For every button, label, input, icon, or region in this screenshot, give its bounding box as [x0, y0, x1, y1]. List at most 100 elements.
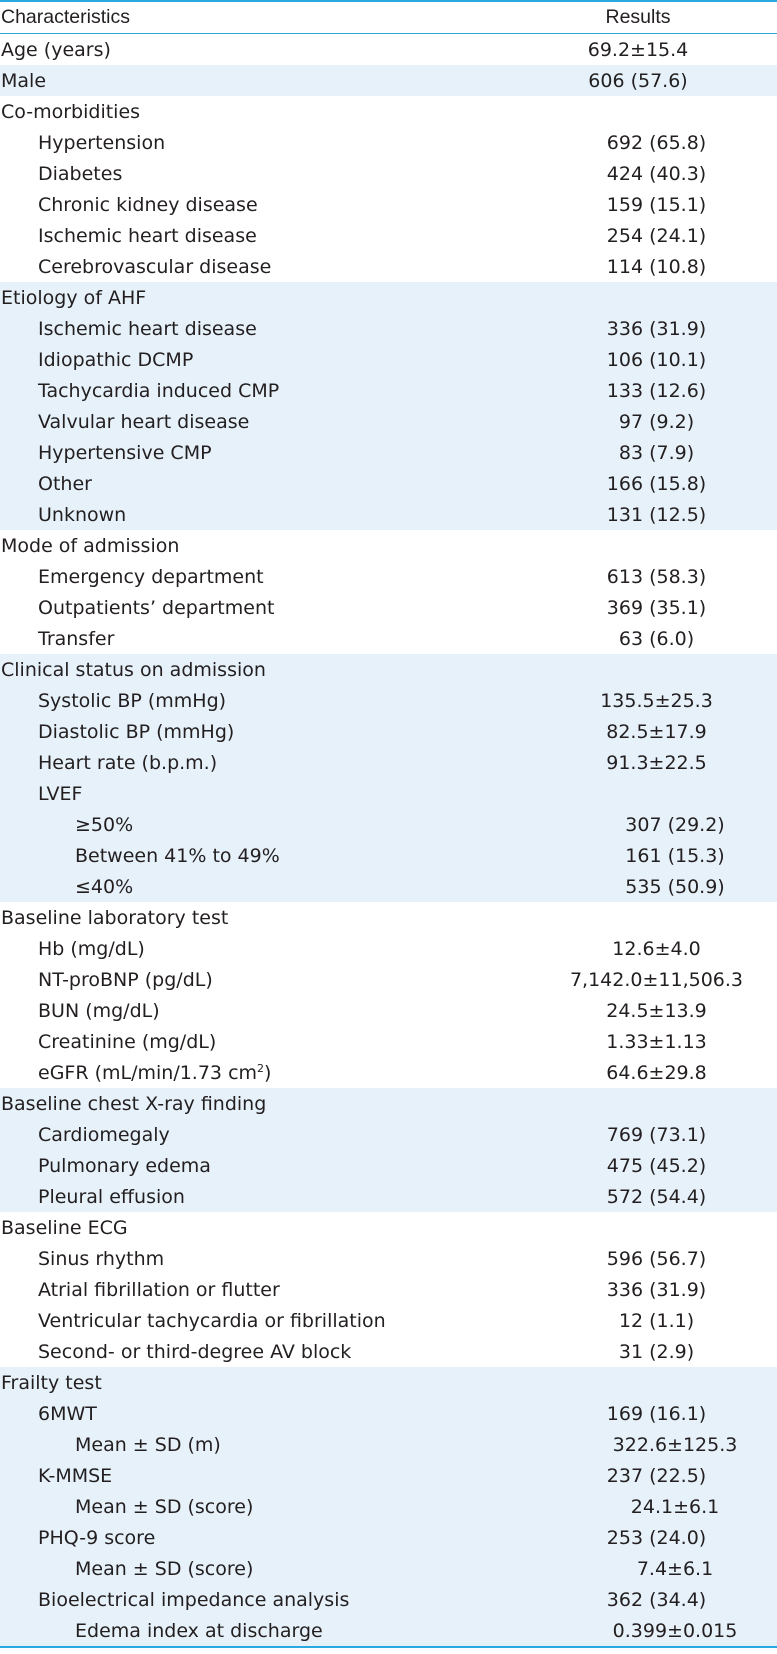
row-label: Mean ± SD (score)	[75, 1495, 254, 1518]
row-label: Ischemic heart disease	[38, 317, 257, 340]
table-row: LVEF	[0, 778, 777, 809]
row-label: Outpatients’ department	[38, 596, 275, 619]
row-value: 131 (12.5)	[606, 503, 707, 526]
row-label: Hypertension	[38, 131, 166, 154]
row-label: Diastolic BP (mmHg)	[38, 720, 235, 743]
table-row: Cardiomegaly 769 (73.1)	[0, 1119, 777, 1150]
row-label: K-MMSE	[38, 1464, 113, 1487]
header-characteristics: Characteristics	[1, 6, 130, 28]
row-label: LVEF	[38, 782, 83, 805]
row-label: Hypertensive CMP	[38, 441, 212, 464]
row-label: ≥50%	[75, 813, 134, 836]
table-row: ≤40% 535 (50.9)	[0, 871, 777, 902]
row-value: 166 (15.8)	[606, 472, 707, 495]
row-label: Sinus rhythm	[38, 1247, 165, 1270]
row-label: Chronic kidney disease	[38, 193, 258, 216]
table-row: Diabetes 424 (40.3)	[0, 158, 777, 189]
row-value: 159 (15.1)	[606, 193, 707, 216]
row-value: 64.6±29.8	[606, 1061, 707, 1084]
section-header-row: Baseline ECG	[0, 1212, 777, 1243]
table-row: Creatinine (mg/dL) 1.33±1.13	[0, 1026, 777, 1057]
row-value: 63 (6.0)	[618, 627, 695, 650]
row-label: Cerebrovascular disease	[38, 255, 272, 278]
row-label: BUN (mg/dL)	[38, 999, 160, 1022]
table-row: K-MMSE 237 (22.5)	[0, 1460, 777, 1491]
section-header-row: Clinical status on admission	[0, 654, 777, 685]
row-value: 596 (56.7)	[606, 1247, 707, 1270]
row-label: Clinical status on admission	[1, 658, 266, 681]
row-label: Ventricular tachycardia or fibrillation	[38, 1309, 386, 1332]
row-value: 7.4±6.1	[636, 1557, 714, 1580]
row-value: 769 (73.1)	[606, 1123, 707, 1146]
table-row: Chronic kidney disease 159 (15.1)	[0, 189, 777, 220]
row-label: Baseline laboratory test	[1, 906, 229, 929]
row-value: 106 (10.1)	[606, 348, 707, 371]
row-value: 475 (45.2)	[606, 1154, 707, 1177]
row-value: 82.5±17.9	[606, 720, 707, 743]
row-label: Etiology of AHF	[1, 286, 147, 309]
row-label: Edema index at discharge	[75, 1619, 323, 1642]
row-value: 1.33±1.13	[606, 1030, 707, 1053]
table-row: 6MWT 169 (16.1)	[0, 1398, 777, 1429]
row-value: 24.5±13.9	[606, 999, 707, 1022]
table-row: Pulmonary edema 475 (45.2)	[0, 1150, 777, 1181]
row-value: 336 (31.9)	[606, 1278, 707, 1301]
row-label: Pulmonary edema	[38, 1154, 211, 1177]
row-value: 254 (24.1)	[606, 224, 707, 247]
row-value: 572 (54.4)	[606, 1185, 707, 1208]
row-value: 91.3±22.5	[606, 751, 707, 774]
row-label: 6MWT	[38, 1402, 97, 1425]
section-header-row: Etiology of AHF	[0, 282, 777, 313]
row-value: 12.6±4.0	[612, 937, 701, 960]
table-row: Sinus rhythm 596 (56.7)	[0, 1243, 777, 1274]
row-label: Co-morbidities	[1, 100, 141, 123]
row-value: 692 (65.8)	[606, 131, 707, 154]
row-value: 133 (12.6)	[606, 379, 707, 402]
row-value: 362 (34.4)	[606, 1588, 707, 1611]
row-value: 97 (9.2)	[618, 410, 695, 433]
table-row: Transfer 63 (6.0)	[0, 623, 777, 654]
row-value: 161 (15.3)	[625, 844, 725, 867]
table-row: Mean ± SD (score) 7.4±6.1	[0, 1553, 777, 1584]
table-row: ≥50% 307 (29.2)	[0, 809, 777, 840]
row-label: Hb (mg/dL)	[38, 937, 145, 960]
egfr-label-superscript: 2	[257, 1061, 265, 1075]
table-row: Edema index at discharge 0.399±0.015	[0, 1615, 777, 1646]
table-row: Atrial fibrillation or flutter 336 (31.9)	[0, 1274, 777, 1305]
table-row: Idiopathic DCMP 106 (10.1)	[0, 344, 777, 375]
table-row: Heart rate (b.p.m.) 91.3±22.5	[0, 747, 777, 778]
table-row: Outpatients’ department 369 (35.1)	[0, 592, 777, 623]
row-label: Between 41% to 49%	[75, 844, 280, 867]
row-value: 12 (1.1)	[618, 1309, 695, 1332]
table-row: Hb (mg/dL) 12.6±4.0	[0, 933, 777, 964]
row-label: Systolic BP (mmHg)	[38, 689, 227, 712]
row-value: 606 (57.6)	[588, 69, 688, 92]
table-row: Hypertension 692 (65.8)	[0, 127, 777, 158]
row-label: Pleural effusion	[38, 1185, 185, 1208]
table-row: eGFR (mL/min/1.73 cm2) 64.6±29.8	[0, 1057, 777, 1088]
table-row: Mean ± SD (score) 24.1±6.1	[0, 1491, 777, 1522]
table-row: Valvular heart disease 97 (9.2)	[0, 406, 777, 437]
table-row: Emergency department 613 (58.3)	[0, 561, 777, 592]
row-label: Other	[38, 472, 92, 495]
row-label: Age (years)	[1, 38, 111, 61]
row-value: 114 (10.8)	[606, 255, 707, 278]
row-label: Male	[1, 69, 47, 92]
row-value: 0.399±0.015	[612, 1619, 738, 1642]
table-header: Characteristics Results	[0, 2, 777, 34]
row-value: 253 (24.0)	[606, 1526, 707, 1549]
table-row: Mean ± SD (m) 322.6±125.3	[0, 1429, 777, 1460]
row-label: eGFR (mL/min/1.73 cm2)	[0, 1062, 558, 1084]
row-label: Bioelectrical impedance analysis	[38, 1588, 350, 1611]
row-value: 336 (31.9)	[606, 317, 707, 340]
table-row: Between 41% to 49% 161 (15.3)	[0, 840, 777, 871]
row-label: Baseline ECG	[1, 1216, 128, 1239]
section-header-row: Baseline chest X-ray finding	[0, 1088, 777, 1119]
row-value: 424 (40.3)	[606, 162, 707, 185]
row-label: Ischemic heart disease	[38, 224, 257, 247]
row-label: Mean ± SD (m)	[75, 1433, 221, 1456]
row-label: Second- or third-degree AV block	[38, 1340, 352, 1363]
row-value: 24.1±6.1	[630, 1495, 720, 1518]
header-results: Results	[605, 6, 671, 28]
